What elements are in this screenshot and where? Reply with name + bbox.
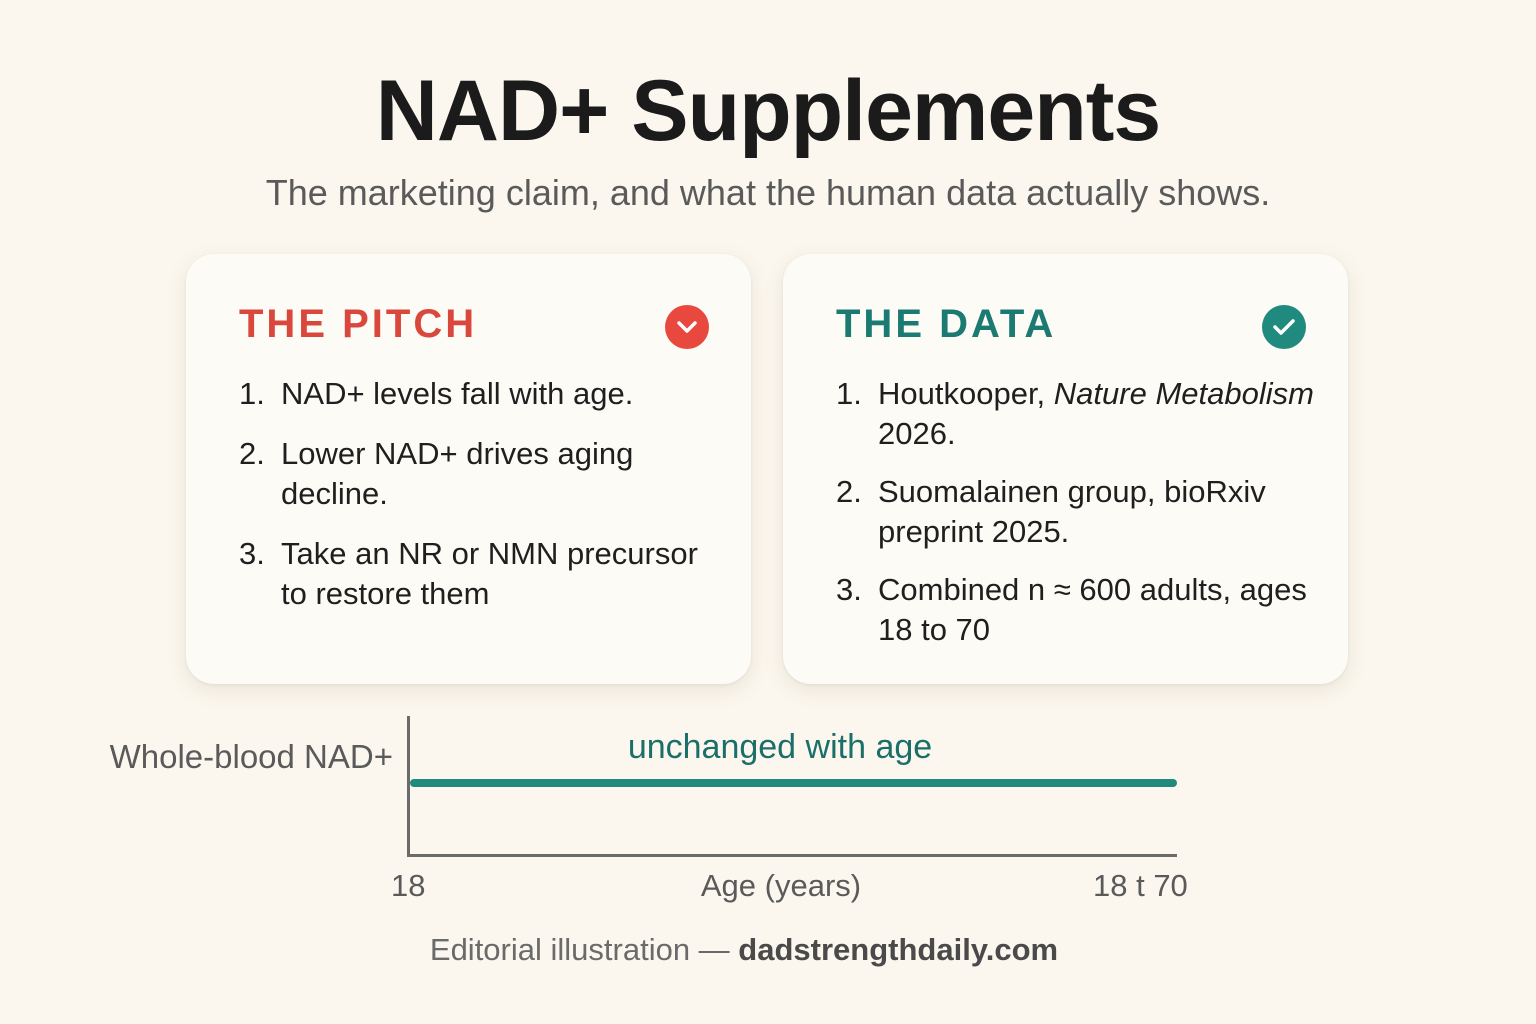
chart-y-axis-label: Whole-blood NAD+: [109, 738, 393, 775]
citation-journal: Nature Metabolism: [1053, 376, 1314, 411]
list-number: 3.: [836, 572, 862, 607]
page-title: NAD+ Supplements: [375, 63, 1161, 159]
list-number: 2.: [836, 474, 862, 509]
list-item: 2. Lower NAD+ drives aging decline.: [239, 434, 729, 514]
list-item: 1. Houtkooper, Nature Metabolism 2026.: [836, 374, 1326, 454]
data-list: 1. Houtkooper, Nature Metabolism 2026. 2…: [836, 374, 1326, 668]
list-item: 1. NAD+ levels fall with age.: [239, 374, 729, 414]
pitch-list: 1. NAD+ levels fall with age. 2. Lower N…: [239, 374, 729, 634]
data-card: THE DATA 1. Houtkooper, Nature Metabolis…: [783, 254, 1348, 684]
footer-credit: Editorial illustration — dadstrengthdail…: [0, 932, 1488, 968]
list-text: Take an NR or NMN precursor to restore t…: [281, 536, 698, 611]
list-text: Combined n ≈ 600 adults, ages 18 to 70: [878, 572, 1307, 647]
chart-x-tick-start: 18: [391, 868, 426, 903]
list-text: Suomalainen group, bioRxiv preprint 2025…: [878, 474, 1266, 549]
list-text: NAD+ levels fall with age.: [281, 376, 634, 411]
list-number: 3.: [239, 536, 265, 571]
pitch-heading: THE PITCH: [239, 302, 478, 346]
citation-author: Houtkooper,: [878, 376, 1054, 411]
chart-x-axis-label: Age (years): [700, 868, 862, 903]
chart-x-axis: [407, 854, 1177, 857]
list-number: 2.: [239, 436, 265, 471]
chart-y-axis: [407, 716, 410, 856]
list-item: 2. Suomalainen group, bioRxiv preprint 2…: [836, 472, 1326, 552]
chart-x-tick-end: 18 t 70: [1093, 868, 1188, 903]
list-item: 3. Combined n ≈ 600 adults, ages 18 to 7…: [836, 570, 1326, 650]
footer-site-link[interactable]: dadstrengthdaily.com: [738, 932, 1059, 967]
list-number: 1.: [239, 376, 265, 411]
chevron-down-icon: [665, 305, 709, 349]
data-heading: THE DATA: [836, 302, 1057, 346]
list-text: Lower NAD+ drives aging decline.: [281, 436, 634, 511]
chart-series-line: [410, 779, 1177, 787]
page-subtitle: The marketing claim, and what the human …: [265, 172, 1271, 213]
citation-year: 2026.: [878, 416, 956, 451]
footer-prefix: Editorial illustration —: [429, 932, 739, 967]
chart-annotation: unchanged with age: [627, 728, 933, 766]
list-number: 1.: [836, 376, 862, 411]
check-icon: [1262, 305, 1306, 349]
list-item: 3. Take an NR or NMN precursor to restor…: [239, 534, 729, 614]
pitch-card: THE PITCH 1. NAD+ levels fall with age. …: [186, 254, 751, 684]
